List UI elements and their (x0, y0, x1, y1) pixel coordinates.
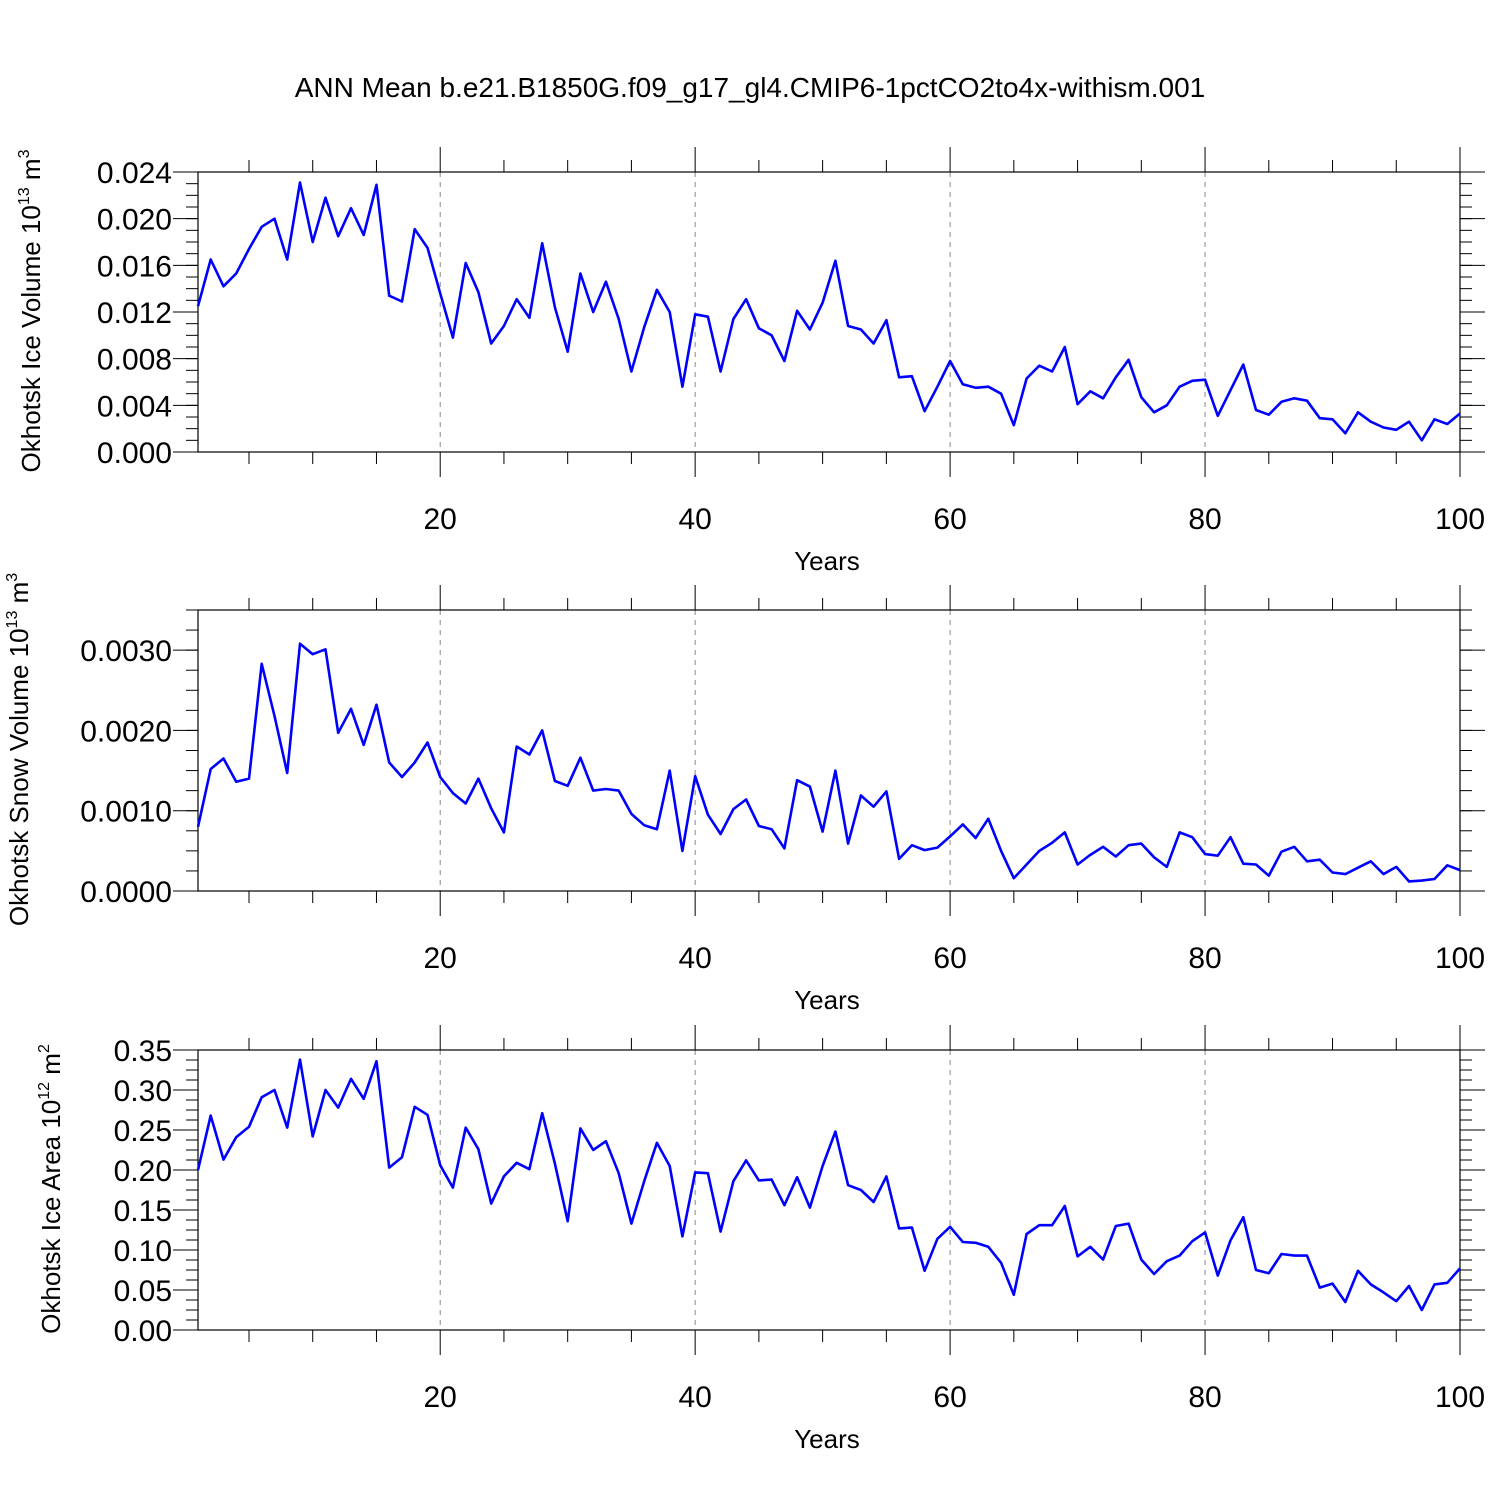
series-line (196, 181, 1461, 442)
y-tick-label: 0.25 (114, 1115, 172, 1148)
y-axis-label-superscript: 2 (36, 1044, 53, 1053)
y-axis-label: Okhotsk Snow Volume 1013 m3 (4, 573, 34, 926)
x-tick-label: 60 (933, 503, 966, 536)
panel-3: 0.00 0.05 0.10 0.15 0.20 0.25 0.30 0.35 20 40 60 80… (36, 1025, 1485, 1454)
y-axis-label-text: m (16, 158, 46, 187)
panel-1: 0.000 0.004 0.008 0.012 0.016 0.020 0.024 20 40 6… (16, 147, 1485, 576)
y-tick-label: 0.0000 (80, 876, 172, 909)
x-tick-label: 20 (424, 1381, 457, 1414)
x-tick-label: 100 (1435, 1381, 1485, 1414)
y-axis-label-text: Okhotsk Snow Volume 10 (4, 628, 34, 926)
x-axis-label: Years (794, 1424, 860, 1454)
y-axis-label-superscript: 3 (16, 149, 33, 158)
x-axis-label: Years (794, 985, 860, 1015)
y-tick-label: 0.35 (114, 1035, 172, 1068)
y-tick-label: 0.020 (97, 204, 172, 237)
x-tick-label: 80 (1188, 1381, 1221, 1414)
x-tick-label: 20 (424, 942, 457, 975)
series-line (196, 642, 1461, 883)
panels: 0.000 0.004 0.008 0.012 0.016 0.020 0.024 20 40 6… (4, 147, 1485, 1454)
y-axis-label-text: m (36, 1053, 66, 1082)
y-tick-label: 0.05 (114, 1275, 172, 1308)
x-tick-label: 40 (678, 942, 711, 975)
x-tick-label: 80 (1188, 942, 1221, 975)
chart-title: ANN Mean b.e21.B1850G.f09_g17_gl4.CMIP6-… (295, 72, 1206, 103)
y-tick-label: 0.30 (114, 1075, 172, 1108)
y-axis-label: Okhotsk Ice Area 1012 m2 (36, 1044, 66, 1334)
y-axis-label-superscript: 3 (4, 573, 21, 582)
y-tick-label: 0.10 (114, 1235, 172, 1268)
y-tick-label: 0.012 (97, 297, 172, 330)
y-tick-label: 0.00 (114, 1315, 172, 1348)
x-tick-label: 20 (424, 503, 457, 536)
y-axis-label: Okhotsk Ice Volume 1013 m3 (16, 149, 46, 472)
y-tick-label: 0.016 (97, 250, 172, 283)
x-tick-label: 60 (933, 942, 966, 975)
x-tick-label: 40 (678, 503, 711, 536)
y-axis-label-text: Okhotsk Ice Area 10 (36, 1100, 66, 1334)
y-tick-label: 0.0010 (80, 796, 172, 829)
panel-2: 0.0000 0.0010 0.0020 0.0030 20 40 60 80 100 Years… (4, 573, 1485, 1015)
y-tick-label: 0.004 (97, 390, 172, 423)
x-tick-label: 40 (678, 1381, 711, 1414)
plot-frame (197, 1049, 1461, 1331)
series-line (196, 1058, 1461, 1312)
y-tick-label: 0.024 (97, 157, 172, 190)
x-tick-label: 100 (1435, 503, 1485, 536)
y-tick-label: 0.008 (97, 344, 172, 377)
y-tick-label: 0.20 (114, 1155, 172, 1188)
plot-frame (197, 171, 1461, 453)
x-tick-label: 100 (1435, 942, 1485, 975)
y-axis-label-text: m (4, 582, 34, 611)
y-tick-label: 0.0030 (80, 635, 172, 668)
y-axis-label-text: Okhotsk Ice Volume 10 (16, 205, 46, 472)
x-tick-label: 60 (933, 1381, 966, 1414)
x-axis-label: Years (794, 546, 860, 576)
y-tick-label: 0.000 (97, 437, 172, 470)
y-tick-label: 0.15 (114, 1195, 172, 1228)
x-tick-label: 80 (1188, 503, 1221, 536)
y-tick-label: 0.0020 (80, 715, 172, 748)
y-axis-label-superscript: 12 (36, 1082, 53, 1100)
y-axis-label-superscript: 13 (16, 187, 33, 205)
y-axis-label-superscript: 13 (4, 611, 21, 629)
